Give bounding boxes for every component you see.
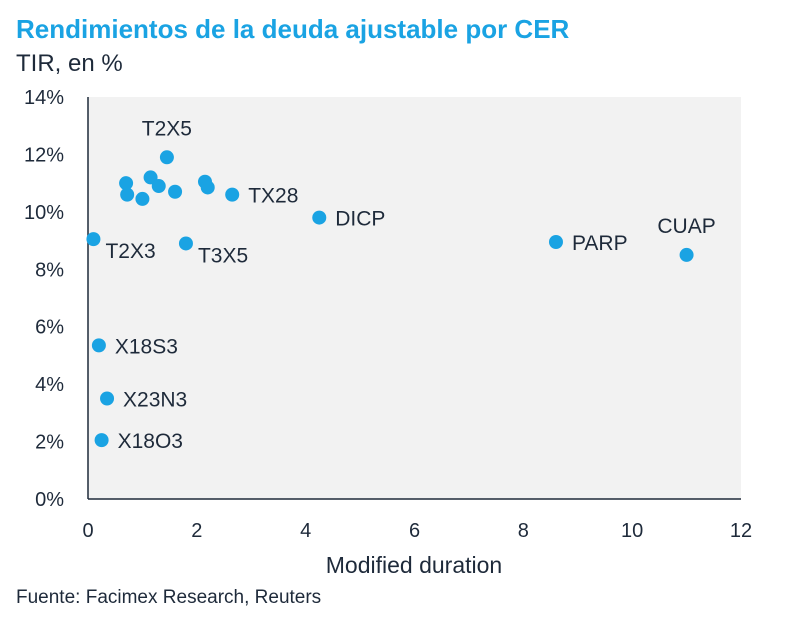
- data-point: [135, 191, 150, 206]
- data-point: [119, 176, 134, 191]
- x-tick-label: 6: [409, 520, 420, 542]
- data-point: [168, 184, 183, 199]
- x-tick-label: 2: [191, 520, 202, 542]
- data-points: [86, 150, 694, 448]
- data-point: [548, 235, 563, 250]
- y-tick-label: 0%: [35, 489, 64, 511]
- data-point: [91, 338, 106, 353]
- data-point-label: CUAP: [657, 215, 715, 238]
- data-point-label: X23N3: [123, 389, 187, 412]
- data-point-label: X18O3: [118, 430, 183, 453]
- chart-subtitle: TIR, en %: [16, 50, 123, 77]
- y-axis-ticks: 0% 2% 4% 6% 8% 10% 12% 14%: [24, 87, 64, 511]
- data-point: [312, 210, 327, 225]
- x-tick-label: 12: [730, 520, 752, 542]
- data-point-label: T2X5: [142, 117, 192, 140]
- y-tick-label: 12%: [24, 144, 64, 166]
- data-point: [200, 180, 215, 195]
- y-tick-label: 10%: [24, 202, 64, 224]
- x-tick-label: 10: [621, 520, 643, 542]
- data-point-label: X18S3: [115, 335, 178, 358]
- data-point: [225, 187, 240, 202]
- data-point-label: DICP: [335, 208, 385, 231]
- data-point: [151, 179, 166, 194]
- y-tick-label: 8%: [35, 259, 64, 281]
- point-labels: T2X5 TX28 DICP T2X3 T3X5 PARP CUAP X18S3 X23N3 X1…: [105, 117, 715, 453]
- plot-area: [88, 97, 741, 499]
- source-note: Fuente: Facimex Research, Reuters: [16, 587, 322, 608]
- y-tick-label: 4%: [35, 374, 64, 396]
- data-point-label: T3X5: [198, 244, 248, 267]
- y-tick-label: 6%: [35, 317, 64, 339]
- y-tick-label: 14%: [24, 87, 64, 109]
- x-axis-ticks: 0 2 4 6 8 10 12: [82, 520, 752, 542]
- y-tick-label: 2%: [35, 432, 64, 454]
- data-point: [120, 187, 135, 202]
- data-point-label: PARP: [572, 232, 628, 255]
- data-point-label: TX28: [248, 185, 298, 208]
- data-point: [159, 150, 174, 165]
- x-tick-label: 4: [300, 520, 311, 542]
- data-point: [100, 391, 115, 406]
- data-point: [679, 247, 694, 262]
- chart-title: Rendimientos de la deuda ajustable por C…: [16, 14, 570, 44]
- x-axis-label: Modified duration: [326, 552, 502, 578]
- x-tick-label: 0: [82, 520, 93, 542]
- data-point-label: T2X3: [105, 240, 155, 263]
- x-tick-label: 8: [518, 520, 529, 542]
- data-point: [86, 232, 101, 247]
- data-point: [94, 433, 109, 448]
- data-point: [178, 236, 193, 251]
